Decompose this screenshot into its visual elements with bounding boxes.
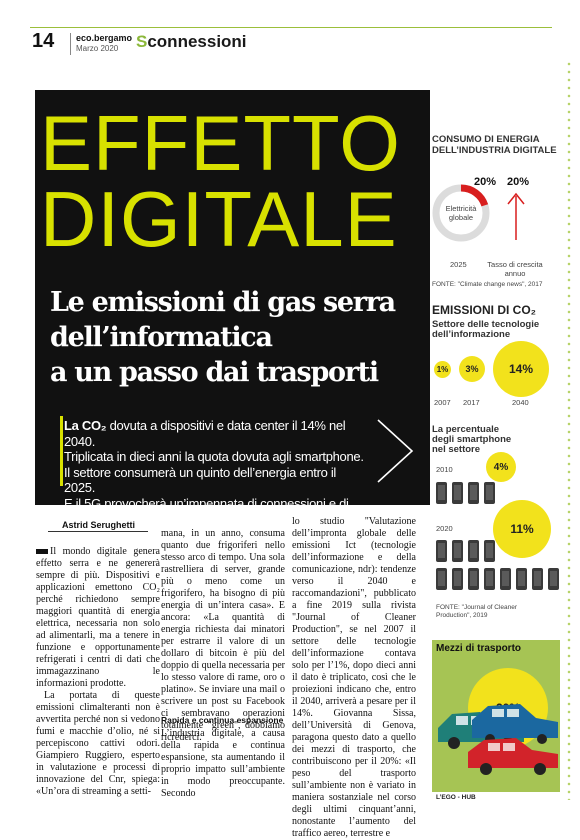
subheadline-line-3: a un passo dai trasporti <box>50 357 379 388</box>
paragraph: La portata di queste emissioni climalter… <box>36 690 160 797</box>
source-note-2-line-1: FONTE: "Journal of Cleaner <box>436 604 518 611</box>
source-note-2: FONTE: "Journal of Cleaner Production", … <box>436 604 517 620</box>
phones-2010 <box>436 482 516 506</box>
graphics-credit: L’EGO - HUB <box>436 794 476 801</box>
growth-label: Tasso di crescita annuo <box>487 260 543 278</box>
header-rule <box>30 27 552 28</box>
smartphone-icon <box>452 540 463 562</box>
smart-title-1: La percentuale <box>432 424 500 435</box>
body-column-1: Il mondo digitale genera effetto serra e… <box>36 546 160 798</box>
growth-label-2: annuo <box>504 269 526 278</box>
lead-line-1: dovuta a dispositivi e data center il 14… <box>64 418 346 449</box>
phones-2020 <box>436 540 566 600</box>
transport-title: Mezzi di trasporto <box>436 643 522 654</box>
body-column-3: lo studio "Valutazione dell’impronta glo… <box>292 516 416 840</box>
headline-line-2: DIGITALE <box>40 175 398 263</box>
subheadline-line-1: Le emissioni di gas serra <box>50 287 396 318</box>
smart-year-2010: 2010 <box>436 465 453 474</box>
smartphone-icon <box>532 568 543 590</box>
paragraph: mana, in un anno, consuma quanto due fri… <box>161 528 285 743</box>
energy-title-line-1: CONSUMO DI ENERGIA <box>432 134 540 145</box>
byline-rule <box>48 531 148 532</box>
header-divider <box>70 33 71 55</box>
decorative-dot-pattern <box>565 60 573 800</box>
bubble-year-2007: 2007 <box>434 398 451 407</box>
lead-line-2: Triplicata in dieci anni la quota dovuta… <box>64 449 364 464</box>
section-rest: connessioni <box>147 32 247 51</box>
car-icon <box>468 738 558 775</box>
smartphone-icon <box>484 568 495 590</box>
issue-date: Marzo 2020 <box>76 44 119 53</box>
smartphone-icon <box>436 540 447 562</box>
lead-accent-bar <box>60 416 63 486</box>
paragraph: Il mondo digitale genera effetto serra e… <box>36 546 160 689</box>
smartphone-icon <box>452 568 463 590</box>
smartphone-icon <box>516 568 527 590</box>
smartphone-icon <box>468 540 479 562</box>
page-number: 14 <box>32 30 55 52</box>
smart-title-2a: degli <box>432 434 457 445</box>
smartphone-icon <box>436 568 447 590</box>
arrow-up-icon <box>507 192 525 240</box>
cars-illustration <box>438 704 558 775</box>
lead-line-4: E il 5G provocherà un’impennata di conne… <box>64 495 349 527</box>
bubble-2007: 1% <box>434 361 451 378</box>
smartphone-icon <box>548 568 559 590</box>
body-column-2: mana, in un anno, consuma quanto due fri… <box>161 528 285 744</box>
energy-percent: 20% <box>474 176 497 188</box>
bubble-2040: 14% <box>493 341 549 397</box>
emissions-sub-1: Settore delle tecnologie <box>432 319 540 330</box>
growth-label-1: Tasso di crescita <box>487 260 543 269</box>
body-column-2b: L’industria digitale, a causa della rapi… <box>161 728 285 800</box>
subheadline-line-2: dell’informatica <box>50 322 273 353</box>
electricity-ring-chart <box>432 184 490 242</box>
lead-paragraph: La CO₂ dovuta a dispositivi e data cente… <box>64 418 364 527</box>
hero-panel <box>35 90 430 505</box>
emissions-title: EMISSIONI DI CO₂ <box>432 303 537 317</box>
car-icon <box>472 704 558 744</box>
smartphone-icon <box>468 482 479 504</box>
paragraph: L’industria digitale, a causa della rapi… <box>161 728 285 799</box>
lead-strong: La CO₂ <box>64 418 107 433</box>
source-note-2-line-2: Production", 2019 <box>436 612 488 619</box>
publication-name: eco.bergamo <box>76 33 133 43</box>
emissions-sub-2: dell’informazione <box>432 329 511 340</box>
source-note-1: FONTE: "Climate change news", 2017 <box>432 281 543 288</box>
bubble-year-2040: 2040 <box>512 398 529 407</box>
smart-year-2020: 2020 <box>436 524 453 533</box>
ring-label: Elettricità globale <box>437 204 485 222</box>
year-2025-label: 2025 <box>450 260 467 269</box>
ring-label-2: globale <box>448 213 474 222</box>
smartphone-icon <box>484 540 495 562</box>
smart-bubble-2020: 11% <box>493 500 551 558</box>
smartphone-icon <box>452 482 463 504</box>
growth-percent: 20% <box>507 176 530 188</box>
smart-title-3: nel settore <box>432 444 481 455</box>
lead-line-3: Il settore consumerà un quinto dell’ener… <box>64 464 337 496</box>
paragraph: lo studio "Valutazione dell’impronta glo… <box>292 516 416 839</box>
smartphone-icon <box>484 482 495 504</box>
ring-label-1: Elettricità <box>445 204 477 213</box>
smartphone-icon <box>436 482 447 504</box>
section-title: Sconnessioni <box>136 32 247 52</box>
headline-line-1: EFFETTO <box>40 99 401 187</box>
smartphone-icon <box>500 568 511 590</box>
energy-title-line-2: DELL’INDUSTRIA DIGITALE <box>432 145 557 156</box>
section-marker-icon <box>36 549 48 554</box>
author-byline: Astrid Serughetti <box>62 520 136 530</box>
smart-bubble-2010: 4% <box>486 452 516 482</box>
smart-title-2b: smartphone <box>456 434 512 445</box>
section-initial: S <box>136 32 148 51</box>
bubble-year-2017: 2017 <box>463 398 480 407</box>
smartphone-icon <box>468 568 479 590</box>
subsection-heading: Rapida e continua espansione <box>161 715 284 725</box>
smart-title-2: degli smartphone <box>432 434 511 445</box>
bubble-2017: 3% <box>459 356 485 382</box>
chevron-right-icon <box>377 419 414 483</box>
